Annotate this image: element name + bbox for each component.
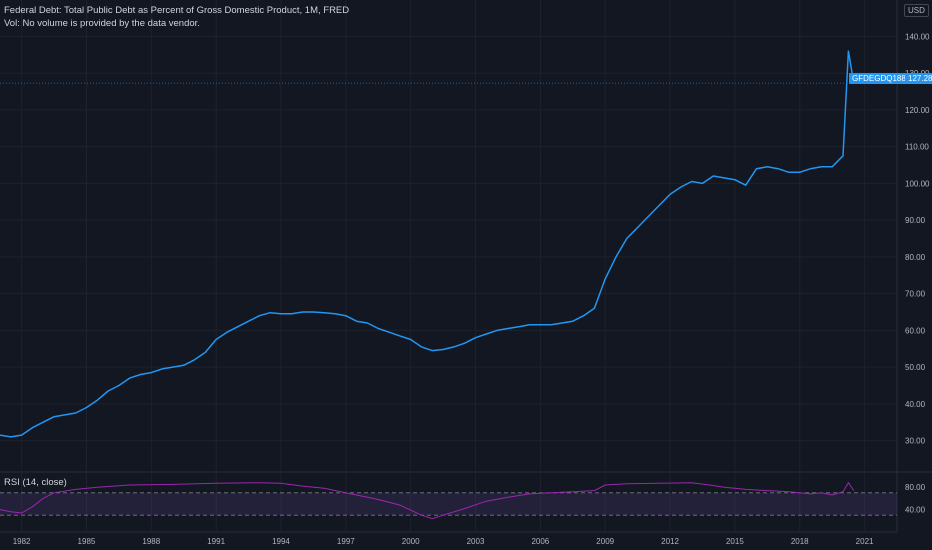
rsi-legend[interactable]: RSI (14, close) (4, 477, 67, 488)
y-tick-label: 80.00 (905, 253, 926, 262)
x-tick-label: 2015 (726, 537, 744, 546)
x-tick-label: 1988 (142, 537, 160, 546)
x-tick-label: 1994 (272, 537, 290, 546)
price-series (0, 50, 855, 438)
y-tick-label: 30.00 (905, 437, 926, 446)
x-tick-label: 1982 (13, 537, 31, 546)
x-tick-label: 2000 (402, 537, 420, 546)
x-tick-label: 2009 (596, 537, 614, 546)
x-tick-label: 2012 (661, 537, 679, 546)
y-tick-label: 100.00 (905, 179, 930, 188)
rsi-tick-label: 80.00 (905, 483, 926, 492)
y-tick-label: 90.00 (905, 216, 926, 225)
x-tick-label: 2003 (467, 537, 485, 546)
time-x-axis[interactable]: 1982 1985 1988 1991 1994 1997 2000 2003 2006 2009… (13, 537, 874, 546)
rsi-y-axis[interactable]: 80.00 40.00 (905, 483, 926, 514)
last-value-label: 127.28 (905, 73, 932, 84)
x-tick-label: 2018 (791, 537, 809, 546)
rsi-tick-label: 40.00 (905, 506, 926, 515)
y-tick-label: 60.00 (905, 326, 926, 335)
grid-lines (0, 0, 932, 533)
rsi-band-fill (0, 492, 897, 516)
price-y-axis[interactable]: 30.00 40.00 50.00 60.00 70.00 80.00 90.00 100.0… (905, 32, 930, 445)
chart-legend: Federal Debt: Total Public Debt as Perce… (4, 4, 349, 30)
y-tick-label: 140.00 (905, 32, 930, 41)
currency-badge[interactable]: USD (904, 4, 929, 17)
rsi-series (0, 481, 855, 520)
x-tick-label: 1985 (78, 537, 96, 546)
chart-title[interactable]: Federal Debt: Total Public Debt as Perce… (4, 5, 350, 16)
volume-note: Vol: No volume is provided by the data v… (4, 18, 200, 29)
x-tick-label: 1991 (207, 537, 225, 546)
x-tick-label: 1997 (337, 537, 355, 546)
y-tick-label: 50.00 (905, 363, 926, 372)
y-tick-label: 40.00 (905, 400, 926, 409)
rsi-band (0, 492, 897, 516)
x-tick-label: 2006 (531, 537, 549, 546)
x-tick-label: 2021 (856, 537, 874, 546)
y-tick-label: 120.00 (905, 106, 930, 115)
y-tick-label: 70.00 (905, 290, 926, 299)
rsi-line (0, 481, 855, 520)
series-line (0, 50, 855, 438)
y-tick-label: 110.00 (905, 143, 929, 152)
symbol-tag: GFDEGDQ188S (849, 73, 915, 84)
